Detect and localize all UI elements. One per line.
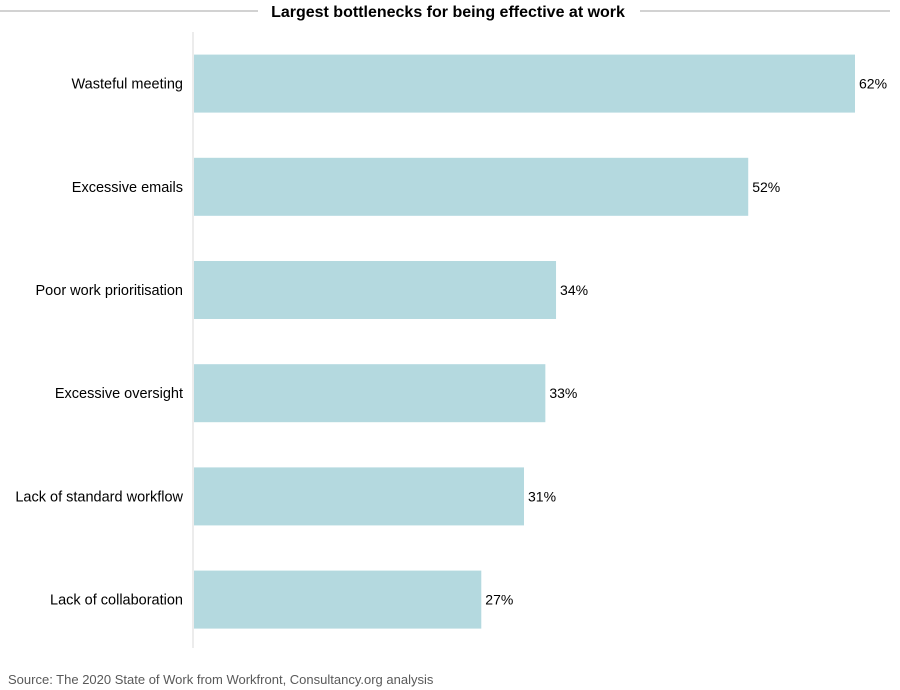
value-label-excessive-emails: 52% <box>752 179 780 195</box>
value-label-excessive-oversight: 33% <box>549 385 577 401</box>
category-label-excessive-oversight: Excessive oversight <box>55 386 183 402</box>
bar-poor-work-prioritisation <box>194 261 557 319</box>
bar-lack-of-collaboration <box>194 570 482 629</box>
bars-layer: Wasteful meeting 62% Excessive emails 52% Po… <box>15 54 887 629</box>
bar-lack-of-standard-workflow <box>194 467 524 526</box>
source-note: Source: The 2020 State of Work from Work… <box>8 672 434 687</box>
chart-title: Largest bottlenecks for being effective … <box>271 4 625 21</box>
bar-excessive-oversight <box>194 364 546 423</box>
value-label-lack-of-standard-workflow: 31% <box>528 488 556 504</box>
value-label-lack-of-collaboration: 27% <box>485 592 513 608</box>
category-label-lack-of-standard-workflow: Lack of standard workflow <box>15 489 183 505</box>
category-label-excessive-emails: Excessive emails <box>72 180 183 196</box>
value-label-wasteful-meeting: 62% <box>859 76 887 92</box>
bar-excessive-emails <box>194 157 749 216</box>
category-label-wasteful-meeting: Wasteful meeting <box>72 77 183 93</box>
category-label-poor-work-prioritisation: Poor work prioritisation <box>36 283 183 299</box>
category-label-lack-of-collaboration: Lack of collaboration <box>50 593 183 609</box>
bar-wasteful-meeting <box>194 54 855 113</box>
value-label-poor-work-prioritisation: 34% <box>560 282 588 298</box>
